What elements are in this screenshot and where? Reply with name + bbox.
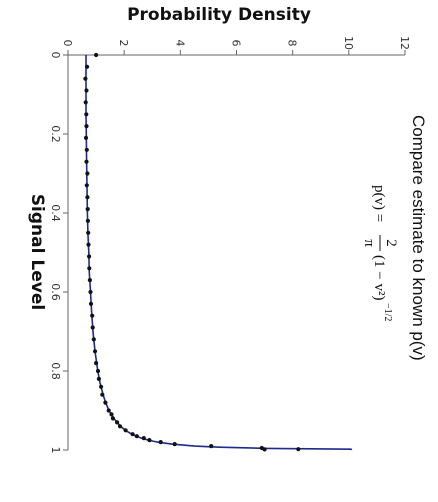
y-tick-label: 4 (173, 40, 186, 47)
estimate-point (85, 207, 90, 212)
estimate-point (90, 313, 95, 318)
estimate-point (100, 392, 105, 397)
x-tick-label: 1 (49, 447, 62, 454)
estimate-point (85, 218, 90, 223)
estimate-point (110, 416, 115, 421)
estimate-point (87, 278, 92, 283)
formula-body: (1 − v²) (371, 255, 387, 300)
x-tick-label: 0.6 (49, 283, 62, 301)
estimate-point (94, 52, 99, 58)
estimate-point (84, 124, 89, 129)
estimate-point (84, 147, 89, 152)
estimate-point (130, 432, 135, 437)
estimate-point (90, 325, 95, 330)
estimate-point (87, 266, 92, 271)
y-tick-label: 10 (342, 36, 355, 50)
y-tick-label: 2 (117, 40, 130, 47)
estimate-point (84, 183, 89, 188)
estimate-point (296, 447, 301, 452)
x-ticks: 0 0.2 0.4 0.6 0.8 1 (49, 52, 68, 454)
svg-text:Compare estimate to known p(v): Compare estimate to known p(v) (409, 115, 428, 361)
x-tick-label: 0.2 (49, 125, 62, 143)
estimate-point (92, 349, 98, 354)
y-tick-label: 0 (61, 40, 74, 47)
estimate-point (95, 368, 101, 374)
formula-exponent: −1/2 (382, 303, 393, 321)
y-ticks: 0 2 4 6 8 10 12 (61, 36, 411, 55)
formula-denominator: π (361, 239, 377, 247)
x-tick-label: 0 (49, 52, 62, 59)
analytic-curve-line (85, 55, 353, 451)
estimate-point (99, 384, 104, 389)
estimate-point (103, 400, 108, 405)
formula-numerator: 2 (383, 239, 399, 247)
estimate-point (147, 438, 152, 443)
estimate-point (85, 195, 90, 200)
estimate-point (94, 361, 99, 366)
x-axis-title: Signal Level (27, 194, 47, 310)
estimate-point (172, 442, 177, 447)
x-tick-label: 0.8 (49, 362, 62, 380)
estimate-point (84, 112, 89, 117)
axes-frame (67, 54, 405, 450)
annotation-text: Compare estimate to known p(v) (409, 115, 428, 361)
estimate-point (109, 412, 114, 417)
estimate-point (88, 301, 94, 306)
estimate-point (134, 434, 139, 439)
y-tick-label: 8 (286, 40, 299, 47)
formula-block: p(v) = 2 π (1 − v²) −1/2 (361, 185, 399, 321)
estimate-point (86, 230, 91, 235)
estimate-point (96, 376, 101, 381)
estimate-point (83, 100, 88, 105)
estimate-point (87, 254, 92, 259)
estimate-point (85, 171, 90, 176)
estimate-point (84, 88, 89, 93)
estimate-point (86, 242, 91, 247)
estimate-point (117, 424, 123, 429)
estimate-point (84, 159, 89, 164)
estimate-point (123, 428, 128, 433)
estimate-point (115, 420, 120, 425)
formula-lhs: p(v) = (371, 185, 387, 222)
x-tick-label: 0.4 (49, 204, 62, 222)
estimate-point (85, 64, 90, 69)
y-tick-label: 6 (230, 40, 243, 47)
estimate-point (83, 76, 88, 81)
series-layer (83, 52, 353, 452)
estimate-point (91, 337, 96, 342)
estimate-point (262, 447, 267, 452)
y-axis-title: Probability Density (127, 5, 311, 25)
y-tick-label: 12 (398, 36, 411, 50)
estimate-point (88, 289, 93, 295)
estimate-point (209, 444, 214, 449)
estimate-point (158, 440, 163, 445)
estimate-point (106, 408, 111, 413)
estimate-point (83, 135, 89, 140)
estimate-point (141, 436, 146, 441)
